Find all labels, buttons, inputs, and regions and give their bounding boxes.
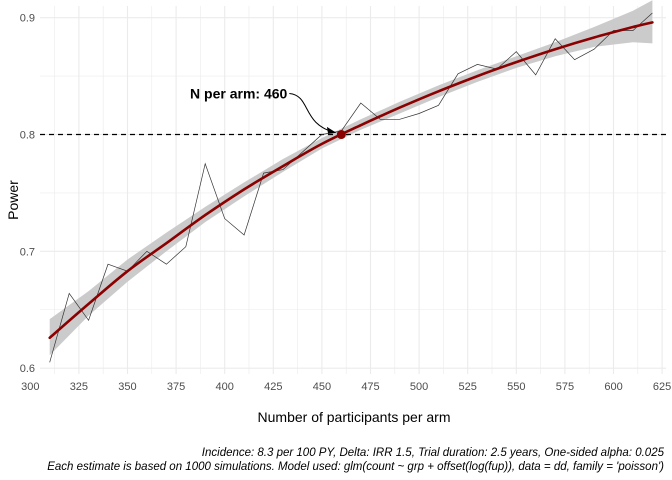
- x-tick-label: 350: [118, 381, 136, 393]
- confidence-ribbon: [49, 0, 653, 356]
- y-tick-label: 0.7: [20, 246, 35, 258]
- x-tick-label: 400: [216, 381, 234, 393]
- x-tick-label: 475: [361, 381, 379, 393]
- fitted-curve-layer: [48, 21, 654, 340]
- y-tick-labels: 0.6 0.7 0.8 0.9: [20, 13, 35, 375]
- x-tick-label: 550: [507, 381, 525, 393]
- x-tick-label: 425: [264, 381, 282, 393]
- x-axis-title: Number of participants per arm: [258, 409, 451, 425]
- x-tick-label: 625: [653, 381, 671, 393]
- annotation-layer: N per arm: 460: [190, 86, 337, 134]
- confidence-ribbon-layer: [49, 0, 653, 356]
- caption-line-2: Each estimate is based on 1000 simulatio…: [47, 461, 664, 473]
- fitted-curve: [48, 21, 654, 340]
- x-tick-label: 600: [604, 381, 622, 393]
- annotation-arrowhead: [326, 126, 337, 134]
- x-tick-label: 450: [313, 381, 331, 393]
- x-tick-label: 300: [21, 381, 39, 393]
- major-gridlines: [40, 6, 666, 374]
- annotation-label: N per arm: 460: [190, 86, 287, 102]
- x-tick-label: 575: [556, 381, 574, 393]
- x-tick-label: 325: [70, 381, 88, 393]
- x-tick-labels: 300 325 350 375 400 425 450 475 500 525 550 575 600 6…: [21, 381, 671, 393]
- x-tick-label: 525: [459, 381, 477, 393]
- x-tick-label: 500: [410, 381, 428, 393]
- y-tick-label: 0.6: [20, 363, 35, 375]
- y-tick-label: 0.9: [20, 13, 35, 25]
- annotation-arrow: [289, 93, 336, 133]
- minor-gridlines: [40, 6, 666, 374]
- caption-line-1: Incidence: 8.3 per 100 PY, Delta: IRR 1.…: [202, 447, 665, 459]
- y-axis-title: Power: [5, 180, 21, 220]
- highlight-point-layer: [336, 130, 346, 140]
- x-tick-label: 375: [167, 381, 185, 393]
- y-tick-label: 0.8: [20, 130, 35, 142]
- highlight-point: [336, 130, 346, 140]
